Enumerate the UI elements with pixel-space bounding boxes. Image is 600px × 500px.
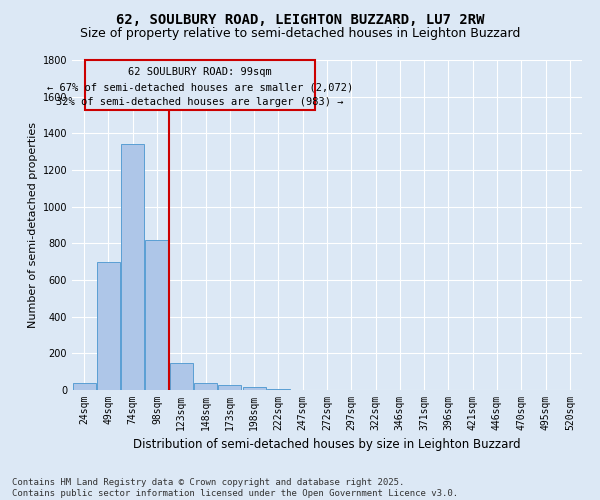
Text: 62, SOULBURY ROAD, LEIGHTON BUZZARD, LU7 2RW: 62, SOULBURY ROAD, LEIGHTON BUZZARD, LU7… [116, 12, 484, 26]
Bar [73, 382, 95, 390]
Bar [170, 364, 193, 390]
Y-axis label: Number of semi-detached properties: Number of semi-detached properties [28, 122, 38, 328]
Bar [242, 387, 266, 390]
Bar [121, 144, 144, 390]
FancyBboxPatch shape [85, 60, 315, 110]
Bar [97, 262, 120, 390]
Text: Contains HM Land Registry data © Crown copyright and database right 2025.
Contai: Contains HM Land Registry data © Crown c… [12, 478, 458, 498]
X-axis label: Distribution of semi-detached houses by size in Leighton Buzzard: Distribution of semi-detached houses by … [133, 438, 521, 452]
Text: ← 67% of semi-detached houses are smaller (2,072): ← 67% of semi-detached houses are smalle… [47, 82, 353, 92]
Text: 32% of semi-detached houses are larger (983) →: 32% of semi-detached houses are larger (… [56, 96, 343, 106]
Bar [218, 386, 241, 390]
Bar [145, 240, 169, 390]
Text: Size of property relative to semi-detached houses in Leighton Buzzard: Size of property relative to semi-detach… [80, 28, 520, 40]
Bar [194, 382, 217, 390]
Bar [267, 389, 290, 390]
Text: 62 SOULBURY ROAD: 99sqm: 62 SOULBURY ROAD: 99sqm [128, 68, 272, 78]
